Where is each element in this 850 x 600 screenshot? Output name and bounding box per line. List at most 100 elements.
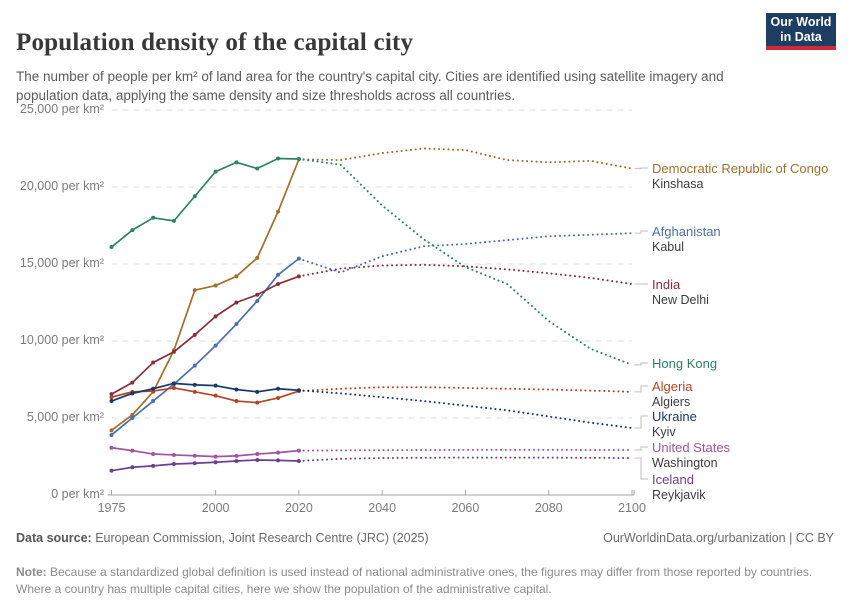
point-hong-kong-1990 (171, 218, 176, 223)
point-democratic-republic-of-congo-2000 (213, 283, 218, 288)
label-connector-afghanistan (634, 230, 648, 234)
point-ukraine-1995 (192, 382, 197, 387)
entity-country-name: Iceland (652, 472, 694, 487)
entity-city-name: Kabul (652, 239, 684, 254)
point-iceland-2000 (213, 460, 218, 465)
footer-note: Note: Because a standardized global defi… (16, 564, 824, 597)
point-united-states-2010 (255, 452, 260, 457)
point-hong-kong-2015 (276, 156, 281, 161)
point-afghanistan-2015 (276, 272, 281, 277)
point-india-2010 (255, 292, 260, 297)
point-algeria-1995 (192, 389, 197, 394)
point-algeria-1975 (109, 395, 114, 400)
line-observed-india (111, 275, 300, 395)
point-india-1990 (171, 349, 176, 354)
point-ukraine-2005 (234, 387, 239, 392)
data-source-label: Data source: (16, 531, 92, 545)
point-afghanistan-2000 (213, 343, 218, 348)
line-observed-hong-kong (110, 157, 299, 248)
point-united-states-1995 (192, 453, 197, 458)
entity-city-name: Washington (652, 455, 718, 470)
entity-country-name: Democratic Republic of Congo (652, 161, 829, 176)
data-source-text: European Commission, Joint Research Cent… (91, 531, 429, 545)
point-united-states-1980 (130, 448, 135, 453)
entity-city-name: Algiers (652, 394, 691, 409)
point-democratic-republic-of-congo-2010 (255, 255, 260, 260)
point-hong-kong-2000 (213, 169, 218, 174)
point-india-1985 (151, 360, 156, 365)
line-projected-hong-kong (297, 157, 633, 366)
label-connector-hong-kong (634, 362, 648, 366)
point-united-states-2005 (234, 453, 239, 458)
line-projected-democratic-republic-of-congo (297, 147, 633, 170)
x-tick-label: 2100 (618, 501, 646, 515)
line-projected-afghanistan (297, 232, 633, 274)
data-source: Data source: European Commission, Joint … (16, 531, 429, 545)
entity-label-algeria[interactable]: Algeria Algiers (652, 379, 692, 410)
x-tick-label: 2020 (284, 501, 313, 515)
point-ukraine-2000 (213, 383, 218, 388)
point-india-2005 (234, 300, 239, 305)
entity-city-name: Reykjavik (652, 487, 706, 502)
point-iceland-2005 (234, 458, 239, 463)
line-projected-india (297, 263, 633, 286)
line-projected-iceland (297, 456, 633, 462)
point-afghanistan-1975 (109, 432, 114, 437)
point-algeria-2005 (234, 399, 239, 404)
point-hong-kong-1980 (130, 228, 135, 233)
line-projected-united-states (297, 448, 633, 452)
entity-label-iceland[interactable]: Iceland Reykjavik (652, 472, 706, 503)
point-iceland-2015 (276, 458, 281, 463)
point-iceland-1995 (192, 461, 197, 466)
point-ukraine-1990 (171, 381, 176, 386)
entity-label-india[interactable]: India New Delhi (652, 277, 709, 308)
label-connector-ukraine (634, 415, 648, 429)
line-observed-afghanistan (110, 257, 300, 436)
y-tick-label: 25,000 per km² (19, 102, 104, 116)
point-algeria-2015 (276, 395, 281, 400)
attribution-link[interactable]: OurWorldinData.org/urbanization | CC BY (603, 531, 834, 545)
entity-country-name: United States (652, 440, 731, 455)
line-observed-united-states (111, 446, 299, 458)
x-tick-label: 2080 (534, 501, 563, 515)
point-united-states-1975 (109, 445, 114, 450)
point-hong-kong-2010 (255, 166, 260, 171)
point-hong-kong-1985 (151, 215, 156, 220)
page-title: Population density of the capital city (16, 28, 414, 56)
point-ukraine-1980 (130, 391, 135, 396)
point-ukraine-1985 (151, 386, 156, 391)
point-democratic-republic-of-congo-1975 (109, 428, 114, 433)
label-connector-united-states (634, 446, 648, 451)
point-democratic-republic-of-congo-2005 (234, 274, 239, 279)
point-iceland-1980 (130, 465, 135, 470)
footer-source-row: Data source: European Commission, Joint … (16, 531, 834, 545)
point-democratic-republic-of-congo-1995 (192, 288, 197, 293)
line-projected-ukraine (297, 389, 633, 430)
point-afghanistan-2005 (234, 322, 239, 327)
point-afghanistan-2010 (255, 298, 260, 303)
point-afghanistan-1980 (130, 416, 135, 420)
y-tick-label: 0 per km² (51, 487, 104, 501)
point-hong-kong-1995 (192, 194, 197, 199)
point-algeria-2000 (213, 393, 218, 398)
owid-logo-line1: Our World (770, 14, 832, 29)
entity-label-afghanistan[interactable]: Afghanistan Kabul (652, 224, 721, 255)
x-tick-label: 2040 (368, 501, 397, 515)
owid-logo-line2: in Data (780, 29, 822, 44)
chart-subtitle: The number of people per km² of land are… (16, 68, 724, 104)
entity-label-united-states[interactable]: United States Washington (652, 440, 730, 471)
owid-logo[interactable]: Our World in Data (766, 13, 836, 50)
point-iceland-1975 (109, 468, 114, 473)
entity-label-ukraine[interactable]: Ukraine Kyiv (652, 409, 697, 440)
entity-city-name: Kinshasa (652, 176, 704, 191)
point-afghanistan-1995 (192, 363, 197, 368)
point-india-1975 (109, 392, 114, 397)
entity-label-hong-kong[interactable]: Hong Kong (652, 356, 717, 372)
line-observed-iceland (111, 459, 299, 472)
point-algeria-1990 (171, 385, 176, 390)
point-india-1980 (130, 380, 135, 385)
entity-label-democratic-republic-of-congo[interactable]: Democratic Republic of Congo Kinshasa (652, 161, 828, 192)
point-ukraine-1975 (109, 399, 114, 404)
